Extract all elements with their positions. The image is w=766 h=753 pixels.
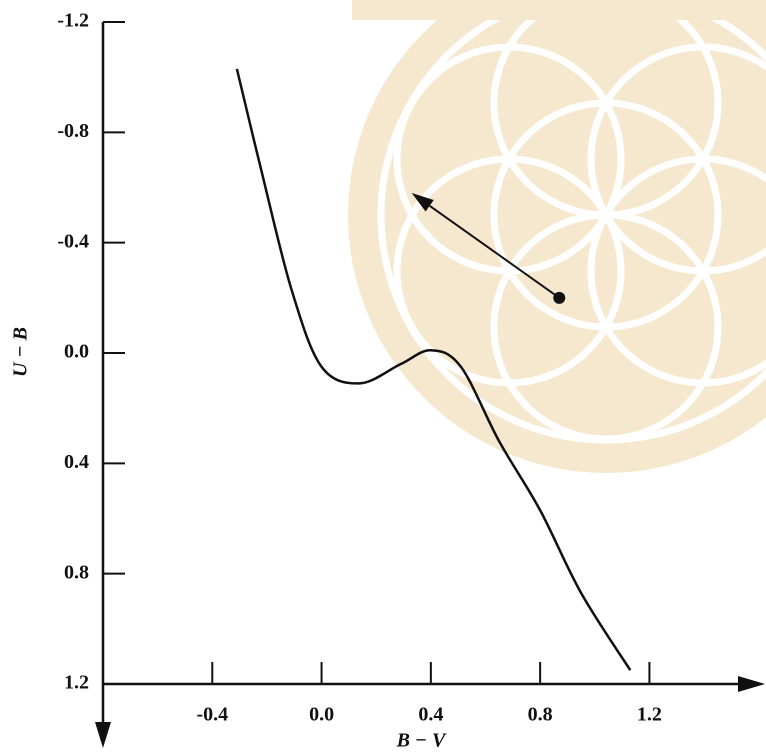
y-axis-label: U − B	[10, 327, 32, 377]
x-tick-label: 0.0	[309, 704, 334, 726]
curve	[235, 68, 632, 671]
watermark	[348, 0, 766, 473]
reddening-start	[553, 291, 566, 304]
x-tick-label: -0.4	[196, 704, 228, 726]
y-tick-label: -0.4	[57, 230, 89, 252]
reddening-arrowhead	[411, 193, 434, 212]
x-axis-arrow	[738, 676, 765, 692]
x-tick-label: 0.8	[528, 704, 553, 726]
y-tick-label: 0.4	[64, 451, 89, 473]
y-tick-label: -0.8	[57, 120, 89, 142]
y-axis-arrow	[95, 722, 111, 748]
y-tick-label: -1.2	[57, 10, 89, 32]
y-tick-label: 0.8	[64, 561, 89, 583]
y-tick-label: 1.2	[64, 672, 89, 694]
y-tick-label: 0.0	[64, 341, 89, 363]
x-axis-label: B − V	[396, 730, 447, 752]
x-tick-label: 0.4	[418, 704, 443, 726]
reddening-vector	[429, 204, 560, 299]
x-tick-label: 1.2	[637, 704, 662, 726]
